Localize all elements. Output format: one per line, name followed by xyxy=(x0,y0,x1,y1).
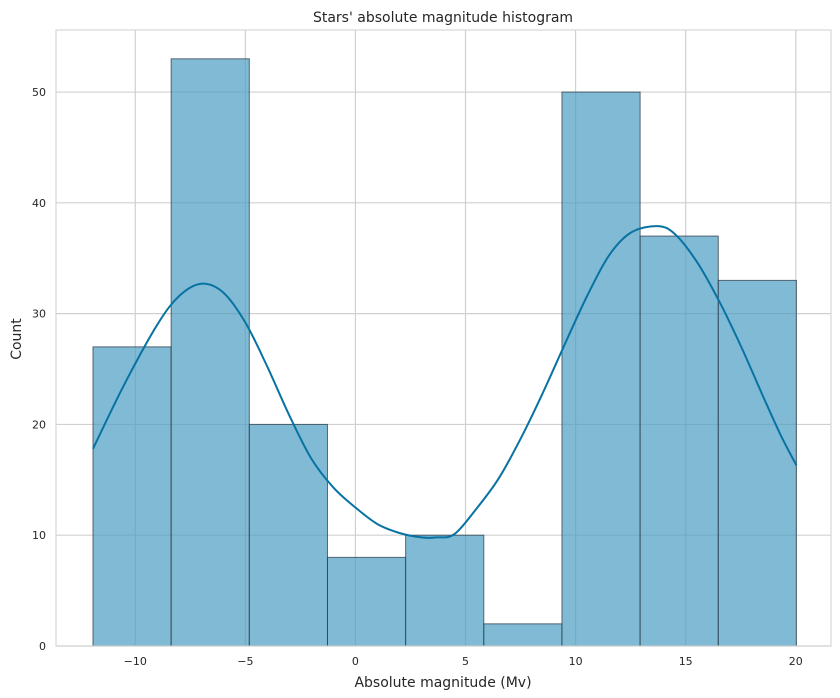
x-tick-label: 20 xyxy=(789,655,803,668)
plot-frame xyxy=(55,29,832,647)
x-tick-label: −10 xyxy=(124,655,147,668)
y-tick-label: 0 xyxy=(39,640,46,653)
x-tick-label: −5 xyxy=(237,655,253,668)
histogram-bar xyxy=(639,235,719,647)
y-tick-label: 30 xyxy=(32,308,46,321)
histogram-bar xyxy=(405,534,485,647)
histogram-bar xyxy=(170,58,250,647)
histogram-bar xyxy=(248,423,328,647)
histogram-bar xyxy=(483,623,563,647)
tick-labels: −10 −5 0 5 10 15 20 0 10 20 30 40 50 xyxy=(32,86,803,668)
histogram-bar xyxy=(561,91,641,647)
kde-curve xyxy=(92,225,798,539)
y-tick-label: 10 xyxy=(32,529,46,542)
x-axis-title: Absolute magnitude (Mv) xyxy=(354,675,531,691)
x-tick-label: 0 xyxy=(352,655,359,668)
y-tick-label: 50 xyxy=(32,86,46,99)
x-tick-label: 15 xyxy=(679,655,693,668)
chart-title: Stars' absolute magnitude histogram xyxy=(313,10,573,26)
x-tick-label: 5 xyxy=(462,655,469,668)
x-tick-label: 10 xyxy=(569,655,583,668)
kde-curve-layer xyxy=(92,225,798,539)
y-axis-title: Count xyxy=(9,318,25,360)
histogram-bars xyxy=(92,58,797,647)
histogram-bar xyxy=(92,346,172,647)
y-tick-label: 20 xyxy=(32,418,46,431)
y-tick-label: 40 xyxy=(32,197,46,210)
histogram-bar xyxy=(717,279,797,647)
histogram-bar xyxy=(326,556,407,647)
